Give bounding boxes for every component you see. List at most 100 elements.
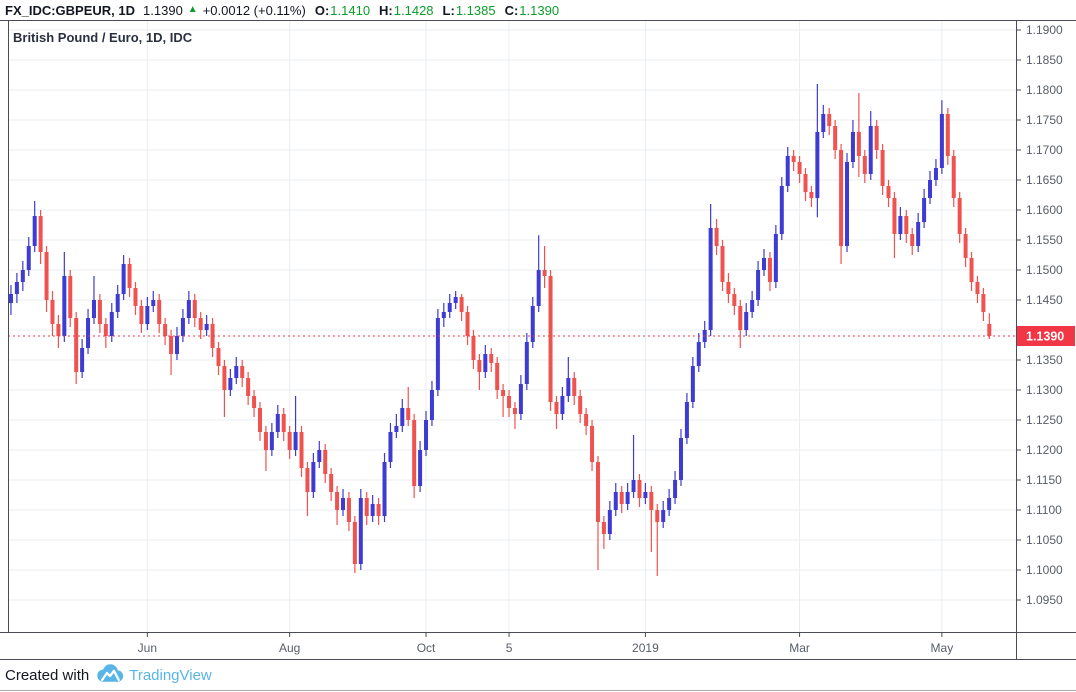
last-price-label-bg: [1017, 326, 1075, 346]
candle-body: [643, 492, 648, 498]
candle-body: [311, 462, 316, 492]
candle-body: [281, 414, 286, 432]
candle: [726, 273, 731, 303]
candle-body: [441, 312, 446, 318]
candle-body: [625, 492, 630, 504]
candle: [856, 93, 861, 177]
candle: [714, 219, 719, 255]
candle-body: [975, 282, 980, 294]
candle: [44, 246, 49, 312]
chart-plot-area[interactable]: [8, 20, 1016, 632]
candle: [263, 426, 268, 471]
candle: [311, 453, 316, 498]
candle-body: [560, 396, 565, 414]
candle: [928, 171, 933, 204]
tradingview-logo-icon[interactable]: [96, 663, 124, 688]
candle-body: [20, 270, 25, 282]
candle: [382, 453, 387, 522]
candle: [945, 108, 950, 165]
candle: [424, 411, 429, 456]
candle-body: [726, 282, 731, 294]
candle-body: [115, 294, 120, 312]
candle-body: [673, 480, 678, 498]
candle: [169, 330, 174, 375]
candle-body: [263, 432, 268, 450]
candle: [26, 237, 31, 276]
candle: [352, 516, 357, 573]
candle: [74, 312, 79, 384]
candle-body: [477, 360, 482, 372]
candle-body: [601, 522, 606, 534]
candle-body: [121, 264, 126, 294]
candle-body: [133, 288, 138, 306]
chart-area[interactable]: 1.1900 1.1850 1.1800 1.1750 1.1700 1.1650 1.16…: [0, 20, 1076, 660]
candle: [963, 228, 968, 267]
candle: [210, 318, 215, 357]
candle: [80, 339, 85, 378]
candle: [62, 252, 67, 342]
candle: [198, 312, 203, 339]
low-label: L:: [442, 2, 455, 18]
candle: [637, 474, 642, 507]
candle: [975, 276, 980, 303]
candle: [441, 303, 446, 327]
candle-body: [489, 354, 494, 363]
candle-body: [578, 396, 583, 414]
price-axis-label: 1.0950: [1026, 593, 1063, 607]
candle: [453, 291, 458, 309]
candle: [554, 396, 559, 429]
candle: [127, 258, 132, 297]
candle: [109, 303, 114, 342]
time-axis-label: Aug: [279, 641, 300, 655]
symbol-title[interactable]: FX_IDC:GBPEUR, 1D: [5, 2, 136, 18]
tradingview-brand-text[interactable]: TradingView: [129, 666, 212, 684]
candle: [317, 441, 322, 468]
candle: [910, 228, 915, 255]
candle-body: [933, 168, 938, 180]
candle: [68, 270, 73, 327]
time-axis-label: Jun: [138, 641, 157, 655]
candle: [246, 372, 251, 405]
candle-body: [139, 306, 144, 324]
candle-body: [708, 228, 713, 330]
candle-body: [767, 258, 772, 282]
candle: [216, 342, 221, 375]
candle-body: [779, 186, 784, 234]
price-axis-label: 1.1750: [1026, 113, 1063, 127]
candle-body: [169, 336, 174, 354]
candle-body: [210, 324, 215, 348]
candle-body: [839, 150, 844, 246]
candle: [850, 120, 855, 168]
candle: [696, 333, 701, 372]
candle-body: [376, 504, 381, 516]
time-axis[interactable]: [0, 633, 1076, 659]
candle: [560, 387, 565, 420]
candle: [97, 294, 102, 333]
candle-body: [240, 366, 245, 378]
candle-body: [151, 300, 156, 306]
candle-body: [56, 324, 61, 336]
candle: [803, 168, 808, 201]
candle: [874, 120, 879, 159]
candle-body: [661, 510, 666, 522]
candle: [678, 429, 683, 486]
candle: [750, 291, 755, 318]
candle: [957, 192, 962, 243]
candle: [346, 492, 351, 531]
price-axis-label: 1.1250: [1026, 413, 1063, 427]
candle: [483, 345, 488, 378]
chart-title-legend[interactable]: British Pound / Euro, 1D, IDC: [13, 30, 193, 45]
candle-body: [868, 126, 873, 174]
candle: [222, 360, 227, 417]
candle-body: [465, 312, 470, 336]
price-change-value: +0.0012 (+0.11%): [202, 2, 306, 18]
price-axis-label: 1.1150: [1026, 473, 1062, 487]
candle-body: [86, 318, 91, 348]
candle-body: [275, 414, 280, 432]
price-chart[interactable]: 1.1900 1.1850 1.1800 1.1750 1.1700 1.1650 1.16…: [0, 20, 1076, 660]
candle: [886, 180, 891, 207]
candle: [412, 414, 417, 498]
candle-body: [738, 306, 743, 330]
candle-body: [951, 156, 956, 198]
